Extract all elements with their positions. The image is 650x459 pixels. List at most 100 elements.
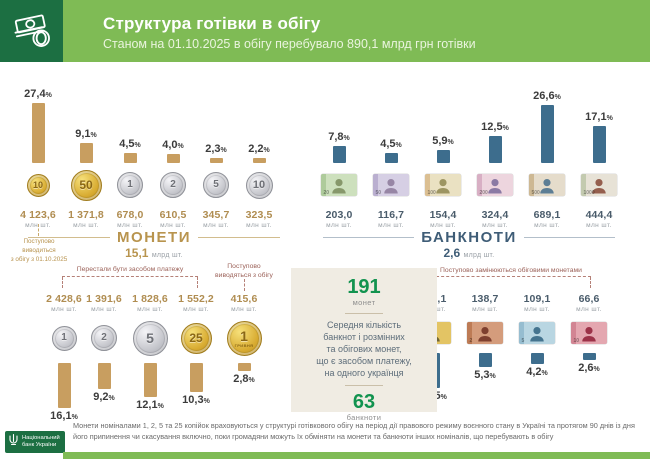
coin-denomination: 50 (79, 178, 93, 192)
banknote-denomination: 100 (427, 189, 436, 196)
bracket-tick (62, 277, 63, 288)
money-logo-box (0, 0, 63, 62)
percent-label: 4,0% (162, 139, 184, 151)
bar-zone: 9,1% (62, 71, 110, 163)
bar-zone: 4,5% (367, 71, 415, 163)
percent-sign: % (248, 377, 255, 384)
coin-column: 27,4% 10 4 123,6 млн шт. (14, 71, 62, 229)
percent-sign: % (263, 147, 270, 154)
bar (237, 363, 251, 371)
banknote-denomination: 500 (531, 189, 540, 196)
bar-zone: 12,5% (471, 71, 519, 163)
banknotes-total: 2,6 млрд шт. (323, 246, 615, 260)
percent-label: 26,6% (533, 90, 561, 102)
note-column: 17,1% 1000 444,4 млн шт. (575, 71, 623, 229)
note-column: 5,9% 100 154,4 млн шт. (419, 71, 467, 229)
banknote-denomination: 5 (521, 337, 525, 344)
coin-denomination: 5 (213, 179, 219, 190)
coins-section-divider: МОНЕТИ (28, 229, 281, 246)
banknote-20: 20 (321, 174, 357, 196)
count-value: 4 123,6 (20, 209, 56, 221)
bar (252, 158, 266, 163)
percent-sign: % (108, 395, 115, 402)
divider-line (523, 237, 616, 238)
icon-zone: 100 (419, 163, 467, 207)
icon-zone: 1 (106, 163, 154, 207)
bar (488, 136, 502, 163)
bar (189, 363, 203, 392)
count-value: 324,4 (481, 209, 509, 221)
icon-zone: 1 ГРИВНЯ (220, 313, 268, 363)
count-unit: млн шт. (534, 222, 560, 229)
percent-sign: % (541, 370, 548, 377)
banknotes-total-unit: млрд шт. (463, 252, 495, 259)
bar (123, 153, 137, 163)
percent-sign: % (134, 142, 141, 149)
count-value: 610,5 (159, 209, 187, 221)
count-value: 1 391,6 (86, 293, 122, 305)
count-value: 116,7 (377, 209, 405, 221)
percent-label: 4,2% (526, 366, 548, 378)
bar (436, 150, 450, 163)
coin-10: 10 (26, 173, 50, 197)
divider-line (323, 237, 415, 238)
icon-zone: 25 (172, 313, 220, 363)
banknote-5: 5 (519, 322, 555, 344)
percent-label: 4,5% (380, 138, 402, 150)
icon-zone: 5 (126, 313, 174, 363)
banknotes-section-divider: БАНКНОТИ (323, 229, 616, 246)
banknote-denomination: 1000 (583, 189, 595, 196)
percent-label: 5,3% (474, 369, 496, 381)
coin-denomination: 2 (170, 179, 176, 190)
coin-denomination: 1 (61, 332, 67, 343)
count-unit: млн шт. (378, 222, 404, 229)
count-value: 444,4 (585, 209, 613, 221)
banknote-band (519, 322, 524, 344)
percent-label: 2,2% (248, 143, 270, 155)
bar-zone: 10,3% (172, 363, 220, 406)
note-column: 66,6 млн шт. 10 2,6% (565, 291, 613, 374)
nbu-name: Національний банк України (22, 435, 60, 448)
note-column: 7,8% 20 203,0 млн шт. (315, 71, 363, 229)
percent-label: 17,1% (585, 111, 613, 123)
percent-label: 10,3% (182, 394, 210, 406)
icon-zone: 500 (523, 163, 571, 207)
coins-no-longer-tender-label: Перестали бути засобом платежу (76, 266, 184, 273)
coin-2: 2 (160, 172, 186, 198)
icon-zone: 20 (315, 163, 363, 207)
count-unit: млн шт. (183, 306, 209, 313)
banknote-10: 10 (571, 322, 607, 344)
banknote-band (477, 174, 482, 196)
count-value: 415,6 (230, 293, 258, 305)
percent-label: 12,1% (136, 399, 164, 411)
bar (478, 353, 492, 367)
coin-denomination: 5 (146, 330, 154, 346)
icon-zone: 10 (565, 313, 613, 353)
banknotes-total-value: 2,6 (443, 246, 461, 260)
coin-denomination: 2 (101, 332, 107, 343)
count-unit: млн шт. (203, 222, 229, 229)
panel-divider (345, 385, 383, 387)
icon-zone: 10 (14, 163, 62, 207)
banknote-band (529, 174, 534, 196)
percent-label: 9,1% (75, 128, 97, 140)
coin-column: 1 552,2 млн шт. 25 10,3% (172, 291, 220, 406)
nbu-emblem-icon (8, 433, 19, 451)
percent-sign: % (502, 125, 509, 132)
count-unit: млн шт. (326, 222, 352, 229)
withdrawal-connector-tick (38, 224, 39, 236)
banknote-50: 50 (373, 174, 409, 196)
bar (143, 363, 157, 397)
banknote-band (581, 174, 586, 196)
percent-label: 9,2% (93, 391, 115, 403)
percent-label: 16,1% (50, 410, 78, 422)
bar (97, 363, 111, 389)
bar (540, 105, 554, 163)
note-column: 138,7 млн шт. 2 5,3% (461, 291, 509, 381)
count-value: 2 428,6 (46, 293, 82, 305)
coin-denomination: 10 (32, 179, 43, 190)
count-value: 323,5 (245, 209, 273, 221)
bar-zone: 2,6% (565, 353, 613, 374)
count-unit: млн шт. (137, 306, 163, 313)
bar-zone: 5,9% (419, 71, 467, 163)
